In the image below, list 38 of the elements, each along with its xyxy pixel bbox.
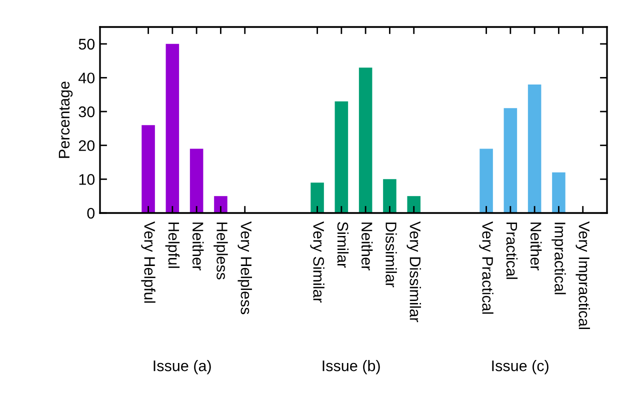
- y-tick-label: 40: [78, 72, 95, 84]
- y-axis-title: Percentage: [58, 82, 73, 158]
- text: Issue (a): [154, 360, 211, 374]
- x-tick-label: Similar: [337, 222, 349, 268]
- y-tick-label: 0: [87, 208, 95, 219]
- bar: [142, 125, 155, 213]
- x-tick-label: Neither: [530, 222, 542, 270]
- bar: [480, 148, 493, 213]
- bar: [166, 44, 180, 213]
- bar: [407, 196, 420, 213]
- x-tick-label: Neither: [361, 222, 373, 270]
- x-tick-label: Very Similar: [310, 221, 324, 303]
- y-tick-label: 20: [78, 140, 95, 152]
- x-tick-label: Dissimilar: [386, 222, 397, 288]
- x-tick-label: Very Helpless: [238, 221, 252, 314]
- x-tick-label: Helpful: [165, 222, 180, 268]
- bar: [310, 182, 324, 213]
- bar: [358, 68, 372, 213]
- x-tick-label: Impractical: [552, 222, 566, 294]
- text: Issue (c): [492, 360, 548, 374]
- x-tick-label: Very Impractical: [576, 221, 590, 329]
- x-tick-label: Practical: [506, 222, 518, 279]
- bar: [528, 84, 542, 213]
- bar: [214, 196, 228, 213]
- x-tick-label: Helpless: [214, 222, 228, 280]
- bar: [334, 101, 348, 213]
- y-tick-label: 30: [78, 106, 95, 118]
- bar: [190, 148, 204, 213]
- bar: [383, 179, 396, 213]
- y-tick-label: 50: [78, 38, 95, 50]
- text: Issue (b): [322, 360, 380, 374]
- bar: [552, 172, 566, 213]
- x-tick-label: Very Helpful: [141, 221, 156, 303]
- y-tick-label: 10: [79, 174, 95, 185]
- x-tick-label: Very Practical: [479, 221, 494, 314]
- x-tick-label: Very Dissimilar: [406, 221, 421, 322]
- bar: [504, 108, 518, 213]
- x-tick-label: Neither: [192, 222, 204, 270]
